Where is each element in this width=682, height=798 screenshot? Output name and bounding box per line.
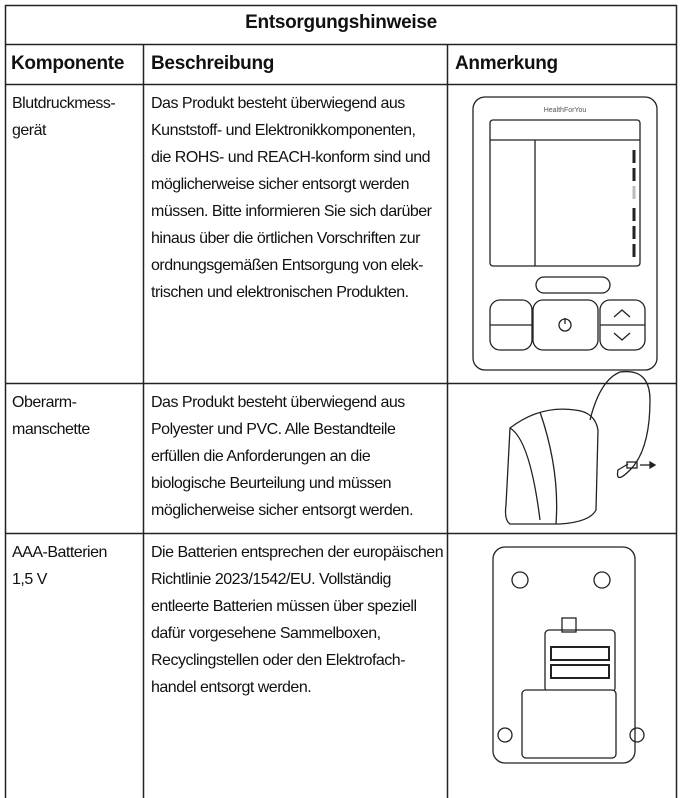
description-line: erfüllen die Anforderungen an die: [151, 448, 371, 465]
description-line: biologische Beurteilung und müssen: [151, 475, 392, 492]
description-line: die ROHS- und REACH-konform sind und: [151, 149, 431, 166]
description-line: handel entsorgt werden.: [151, 679, 312, 696]
component-line: Blutdruckmess-: [12, 95, 116, 112]
cuff-illustration: [504, 370, 657, 525]
device-illustration: [472, 96, 658, 371]
column-header: Beschreibung: [151, 53, 275, 74]
component-line: gerät: [12, 122, 46, 139]
component-line: Oberarm-: [12, 394, 77, 411]
description-line: Die Batterien entsprechen der europäisch…: [151, 544, 444, 561]
description-line: Recyclingstellen oder den Elektrofach-: [151, 652, 406, 669]
description-line: Polyester und PVC. Alle Bestandteile: [151, 421, 396, 438]
device-brand: HealthForYou: [544, 107, 587, 114]
description-line: Richtlinie 2023/1542/EU. Vollständig: [151, 571, 391, 588]
column-header: Komponente: [11, 53, 125, 74]
component-line: 1,5 V: [12, 571, 47, 588]
description-line: dafür vorgesehene Sammelboxen,: [151, 625, 381, 642]
description-line: ordnungsgemäßen Entsorgung von elek-: [151, 257, 423, 274]
description-line: möglicherweise sicher entsorgt werden: [151, 176, 410, 193]
column-header: Anmerkung: [455, 53, 558, 74]
table-title: Entsorgungshinweise: [245, 12, 437, 33]
description-line: hinaus über die örtlichen Vorschriften z…: [151, 230, 420, 247]
description-line: trischen und elektronischen Produkten.: [151, 284, 409, 301]
description-line: Das Produkt besteht überwiegend aus: [151, 394, 405, 411]
description-line: müssen. Bitte informieren Sie sich darüb…: [151, 203, 432, 220]
description-line: Das Produkt besteht überwiegend aus: [151, 95, 405, 112]
component-line: manschette: [12, 421, 90, 438]
description-line: möglicherweise sicher entsorgt werden.: [151, 502, 414, 519]
battery-illustration: [492, 546, 645, 764]
description-line: Kunststoff- und Elektronikkomponenten,: [151, 122, 416, 139]
description-line: entleerte Batterien müssen über speziell: [151, 598, 417, 615]
component-line: AAA-Batterien: [12, 544, 107, 561]
